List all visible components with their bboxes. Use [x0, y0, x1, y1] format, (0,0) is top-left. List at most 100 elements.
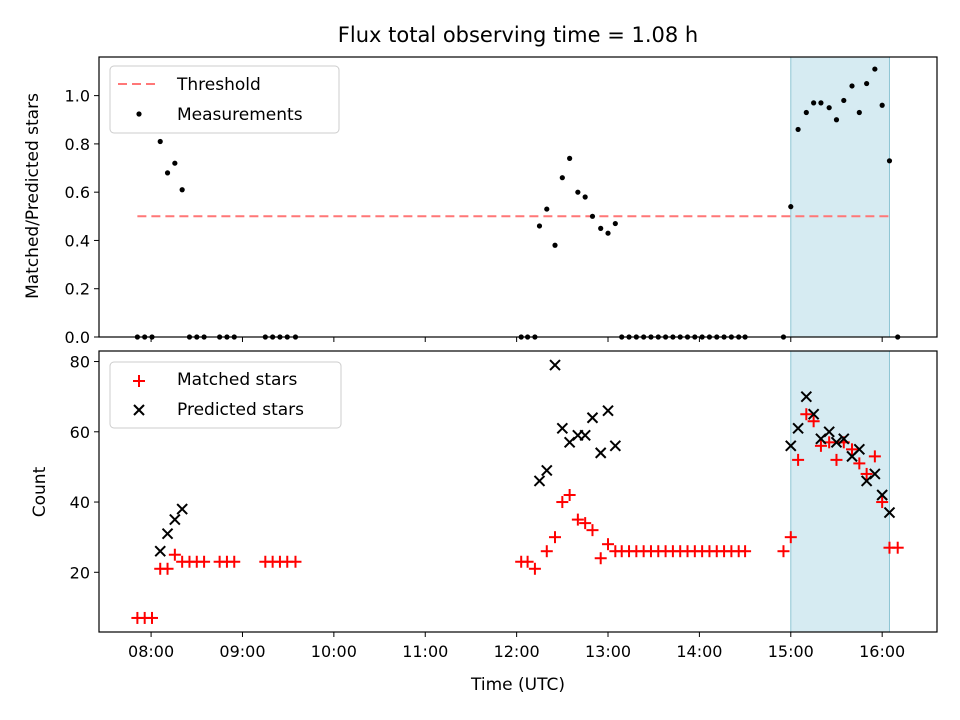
top-y-axis-label: Matched/Predicted stars — [23, 93, 43, 299]
matched-stars-point — [814, 439, 827, 452]
predicted-stars-point — [176, 503, 188, 515]
measurement-point — [849, 83, 855, 89]
measurement-point — [582, 194, 588, 200]
matched-stars-point — [792, 453, 805, 466]
matched-stars-point — [228, 555, 241, 568]
matched-stars-point — [868, 450, 881, 463]
matched-stars-point — [853, 457, 866, 470]
matched-stars-point — [807, 415, 820, 428]
matched-stars-point — [161, 562, 174, 575]
bottom-panel-ticks: 08:00 09:00 10:00 11:00 12:00 13:00 14:00 15:00… — [70, 353, 906, 661]
y-tick-label: 0.4 — [65, 231, 90, 250]
measurement-point — [879, 102, 885, 108]
matched-stars-point — [556, 496, 569, 509]
bottom-legend-box — [109, 361, 342, 429]
predicted-stars-point — [800, 390, 813, 403]
predicted-stars-point — [838, 433, 850, 445]
measurement-point — [811, 100, 817, 106]
predicted-stars-point — [792, 422, 804, 434]
measurement-point — [833, 117, 840, 123]
legend-matched-label: Matched stars — [177, 370, 297, 390]
legend-measurements-swatch — [136, 111, 142, 117]
matched-stars-point — [528, 562, 541, 575]
measurement-point — [157, 138, 163, 145]
predicted-stars-point — [556, 422, 569, 434]
matched-stars-point — [549, 531, 562, 544]
measurement-point — [803, 109, 809, 116]
predicted-stars-point — [586, 412, 599, 424]
predicted-stars-point — [169, 513, 181, 526]
predicted-stars-point — [823, 426, 835, 438]
measurement-point — [795, 126, 801, 133]
predicted-stars-point — [549, 359, 561, 371]
measurement-point — [567, 155, 573, 161]
predicted-stars-point — [161, 527, 174, 540]
y-tick-label: 0.8 — [65, 135, 90, 154]
bottom-panel: 08:00 09:00 10:00 11:00 12:00 13:00 14:00 15:00… — [30, 350, 938, 695]
x-tick-label: 10:00 — [311, 642, 357, 661]
matched-stars-point — [860, 467, 873, 480]
y-tick-label: 20 — [70, 563, 90, 582]
matched-stars-point — [891, 541, 904, 554]
y-tick-label: 60 — [70, 423, 90, 442]
predicted-stars-point — [594, 447, 607, 459]
measurement-point — [612, 220, 618, 227]
x-tick-label: 09:00 — [219, 642, 265, 661]
predicted-stars-point — [602, 405, 614, 417]
predicted-stars-point — [869, 468, 881, 480]
matched-stars-point — [586, 524, 599, 537]
legend-threshold-label: Threshold — [176, 75, 261, 95]
x-tick-label: 12:00 — [494, 642, 540, 661]
chart-title: Flux total observing time = 1.08 h — [338, 23, 698, 47]
legend-predicted-label: Predicted stars — [177, 400, 304, 420]
matched-stars-point — [168, 548, 181, 561]
matched-stars-point — [563, 489, 576, 502]
top-panel-ticks: 0.0 0.2 0.4 0.6 0.8 1.0 — [65, 87, 883, 347]
measurement-point — [598, 225, 604, 231]
predicted-stars-point — [533, 475, 546, 487]
measurement-point — [536, 223, 543, 229]
x-tick-label: 14:00 — [676, 642, 722, 661]
matched-stars-point — [289, 555, 302, 568]
x-tick-label: 15:00 — [768, 642, 814, 661]
measurement-point — [872, 66, 878, 72]
bottom-panel-frame — [98, 350, 938, 633]
matched-stars-point — [540, 545, 553, 558]
legend-measurements-label: Measurements — [177, 105, 303, 125]
top-panel: 0.0 0.2 0.4 0.6 0.8 1.0 Matched/Predicted sta… — [23, 56, 938, 347]
x-tick-label: 13:00 — [585, 642, 631, 661]
matched-stars-point — [146, 611, 159, 624]
measurement-point — [575, 189, 581, 195]
measurement-point — [818, 100, 824, 106]
measurement-point — [589, 213, 596, 219]
measurement-point — [826, 105, 832, 111]
x-axis-label: Time (UTC) — [470, 675, 565, 695]
matched-stars-point — [571, 513, 584, 526]
predicted-stars-point — [154, 545, 166, 557]
predicted-stars-point — [785, 440, 797, 452]
y-tick-label: 0.6 — [65, 183, 90, 202]
matched-stars-point — [594, 552, 607, 565]
bottom-y-axis-label: Count — [30, 466, 50, 517]
measurement-point — [886, 158, 893, 164]
bottom-panel-marks — [131, 359, 904, 624]
top-legend: Threshold Measurements — [109, 65, 340, 134]
measurement-point — [172, 160, 178, 166]
predicted-stars-point — [541, 464, 553, 477]
matched-stars-point — [784, 531, 797, 544]
highlight-span-top — [790, 56, 890, 338]
x-tick-label: 11:00 — [402, 642, 448, 661]
predicted-stars-point — [876, 489, 888, 501]
measurement-point — [864, 80, 870, 87]
y-tick-label: 40 — [70, 493, 90, 512]
y-tick-label: 80 — [70, 353, 90, 372]
x-tick-label: 08:00 — [128, 642, 174, 661]
legend-matched-swatch — [133, 375, 145, 387]
measurement-point — [164, 170, 171, 176]
measurement-point — [544, 206, 550, 212]
y-tick-label: 0.0 — [65, 328, 90, 347]
matched-stars-point — [579, 517, 592, 530]
predicted-stars-point — [579, 429, 591, 442]
y-tick-label: 0.2 — [65, 280, 90, 299]
